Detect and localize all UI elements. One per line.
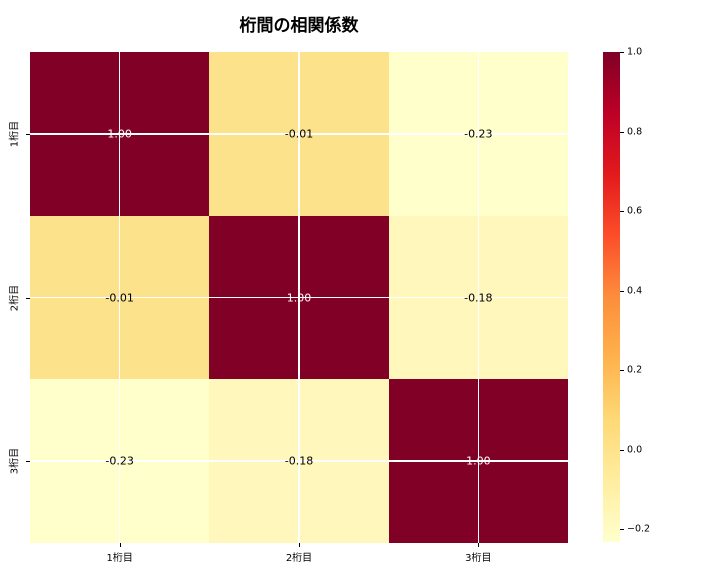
x-tick-mark bbox=[478, 543, 480, 547]
colorbar-tick-mark bbox=[620, 449, 624, 451]
colorbar bbox=[603, 52, 620, 542]
cell-value-r1c1: 1.00 bbox=[286, 291, 312, 304]
colorbar-tick-label-2: 0.6 bbox=[627, 205, 643, 217]
colorbar-tick-label-4: 0.2 bbox=[627, 364, 643, 376]
colorbar-tick-mark bbox=[620, 290, 624, 292]
cell-value-r2c2: 1.00 bbox=[466, 454, 491, 468]
colorbar-tick-label-0: 1.0 bbox=[627, 46, 643, 58]
y-tick-mark bbox=[26, 133, 30, 135]
y-tick-mark bbox=[26, 461, 30, 463]
x-tick-mark bbox=[299, 543, 300, 547]
colorbar-tick-mark bbox=[620, 529, 624, 531]
gridline-horizontal bbox=[30, 296, 568, 299]
cell-value-r1c2: -0.18 bbox=[464, 291, 493, 304]
colorbar-tick-mark bbox=[620, 370, 624, 372]
y-tick-label-0: 1桁目 bbox=[9, 120, 21, 148]
colorbar-tick-label-5: 0.0 bbox=[627, 444, 643, 456]
colorbar-tick-mark bbox=[620, 52, 624, 53]
x-tick-mark bbox=[119, 543, 121, 547]
x-tick-label-2: 3桁目 bbox=[465, 553, 492, 564]
heatmap-grid: 1.00 -0.01 -0.23 -0.01 1.00 -0.18 -0.23 -0.18 1.… bbox=[30, 52, 568, 543]
cell-value-r1c0: -0.01 bbox=[105, 291, 134, 304]
cell-value-r0c1: -0.01 bbox=[284, 127, 314, 141]
colorbar-tick-mark bbox=[620, 131, 624, 133]
cell-value-r0c2: -0.23 bbox=[464, 127, 493, 141]
gridline-vertical bbox=[477, 52, 480, 543]
chart-title: 桁間の相関係数 bbox=[239, 16, 359, 36]
colorbar-tick-label-3: 0.4 bbox=[627, 285, 643, 297]
cell-value-r0c0: 1.00 bbox=[107, 127, 132, 141]
y-tick-label-1: 2桁目 bbox=[9, 284, 21, 311]
gridline-horizontal bbox=[30, 460, 568, 462]
y-tick-label-2: 3桁目 bbox=[9, 447, 21, 475]
colorbar-tick-mark bbox=[620, 211, 624, 213]
y-tick-mark bbox=[26, 297, 30, 299]
colorbar-tick-label-6: −0.2 bbox=[627, 523, 651, 535]
x-tick-label-1: 2桁目 bbox=[285, 553, 313, 564]
cell-value-r2c1: -0.18 bbox=[284, 454, 314, 468]
x-tick-label-0: 1桁目 bbox=[106, 553, 133, 564]
colorbar-tick-label-1: 0.8 bbox=[627, 126, 643, 138]
cell-value-r2c0: -0.23 bbox=[105, 454, 134, 468]
